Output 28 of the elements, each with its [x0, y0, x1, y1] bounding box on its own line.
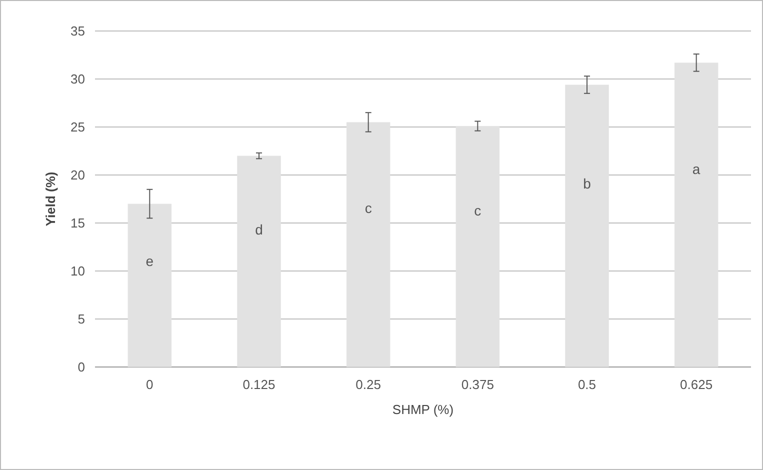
bar: [674, 62, 718, 367]
annotation: e: [146, 252, 154, 269]
x-tick-label: 0.125: [242, 377, 276, 392]
y-tick-label: 10: [70, 264, 85, 279]
bar: [565, 84, 609, 367]
x-axis-title: SHMP (%): [392, 402, 454, 417]
bar: [346, 122, 390, 367]
x-tick-label: 0: [146, 377, 154, 392]
y-tick-label: 0: [78, 360, 85, 375]
bar: [128, 204, 172, 367]
bar: [237, 156, 281, 367]
annotation: b: [583, 175, 592, 192]
x-tick-label: 0.625: [680, 377, 713, 392]
x-tick-label: 0.5: [578, 377, 596, 392]
y-tick-label: 5: [78, 312, 85, 327]
x-tick-label: 0.375: [461, 377, 494, 392]
y-tick-label: 15: [70, 216, 85, 231]
bar: [456, 126, 500, 367]
x-tick-label: 0.25: [356, 377, 381, 392]
y-tick-label: 20: [70, 168, 85, 183]
y-tick-label: 30: [70, 72, 85, 87]
y-tick-label: 35: [70, 24, 85, 39]
y-axis-title: Yield (%): [43, 172, 58, 226]
y-tick-label: 25: [70, 120, 85, 135]
annotation: c: [474, 202, 482, 218]
annotation: a: [692, 161, 700, 178]
annotation: d: [255, 222, 263, 238]
annotation: c: [364, 200, 372, 216]
